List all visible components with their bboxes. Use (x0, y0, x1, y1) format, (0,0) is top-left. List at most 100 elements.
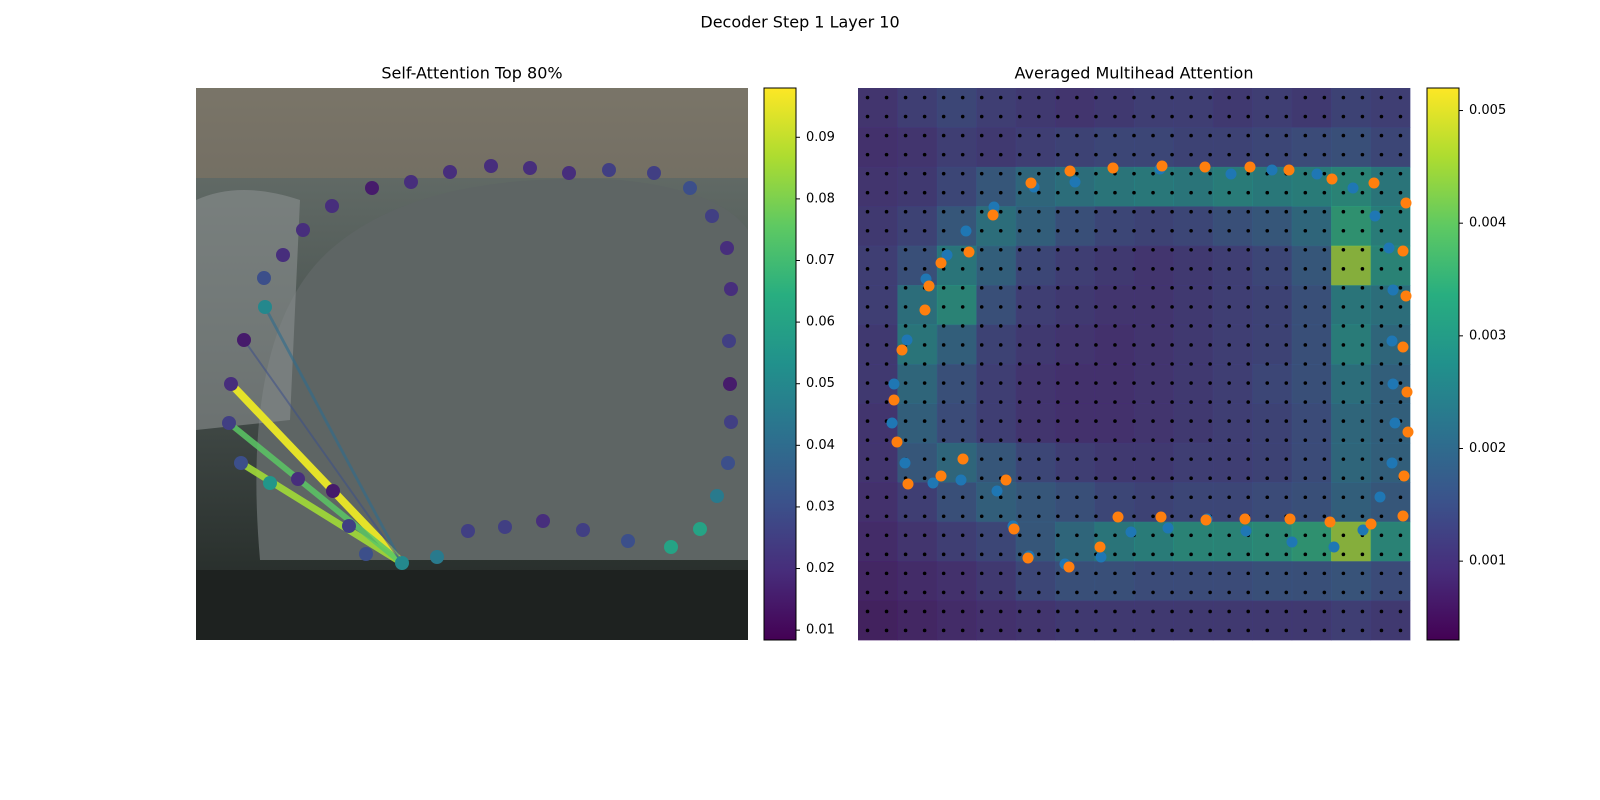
grid-dot (1208, 381, 1212, 385)
heatmap-cell (1252, 285, 1293, 326)
grid-dot (903, 133, 908, 138)
grid-dot (922, 571, 927, 576)
grid-dot (1246, 552, 1251, 557)
grid-dot (979, 305, 984, 309)
grid-dot (1094, 305, 1098, 309)
point (461, 524, 475, 538)
heatmap-cell (1212, 127, 1253, 168)
point (1389, 417, 1401, 429)
grid-dot (1303, 190, 1308, 195)
point (901, 334, 913, 346)
grid-dot (1284, 419, 1289, 423)
grid-dot (1151, 609, 1155, 614)
point (935, 257, 947, 269)
grid-dot (1341, 590, 1346, 595)
grid-dot (1094, 95, 1098, 100)
grid-dot (1094, 228, 1098, 233)
heatmap-cell (1370, 88, 1411, 128)
grid-dot (922, 457, 927, 461)
grid-dot (1075, 247, 1079, 252)
grid-dot (979, 267, 984, 271)
heatmap-cell (1291, 403, 1332, 444)
grid-dot (1017, 286, 1022, 290)
grid-dot (1170, 133, 1174, 138)
grid-dot (1189, 95, 1193, 100)
grid-dot (960, 286, 965, 290)
heatmap-cell (1094, 442, 1135, 483)
grid-dot (1113, 533, 1117, 538)
heatmap-cell (1055, 600, 1096, 641)
grid-dot (865, 381, 870, 385)
heatmap-cell (936, 127, 977, 168)
grid-dot (1284, 247, 1289, 252)
grid-dot (1151, 438, 1155, 442)
grid-dot (1265, 381, 1270, 385)
grid-dot (1037, 400, 1041, 404)
grid-dot (941, 552, 946, 557)
grid-dot (1398, 228, 1403, 233)
grid-dot (998, 552, 1003, 557)
grid-dot (1360, 590, 1365, 595)
grid-dot (1303, 590, 1308, 595)
heatmap-cell (1212, 285, 1253, 326)
point (1397, 510, 1409, 522)
grid-dot (979, 324, 984, 328)
grid-dot (903, 628, 908, 633)
grid-dot (941, 495, 946, 500)
grid-dot (941, 514, 946, 519)
grid-dot (998, 362, 1003, 366)
grid-dot (1379, 171, 1384, 176)
grid-dot (1037, 609, 1041, 614)
grid-dot (1322, 495, 1327, 500)
grid-dot (1379, 343, 1384, 347)
grid-dot (1398, 95, 1403, 100)
grid-dot (1151, 305, 1155, 309)
heatmap-cell (1291, 88, 1332, 128)
grid-dot (1151, 590, 1155, 595)
grid-dot (1094, 381, 1098, 385)
heatmap-cell (1094, 403, 1135, 444)
heatmap-cell (1291, 521, 1332, 562)
grid-dot (1208, 171, 1212, 176)
grid-dot (1132, 552, 1136, 557)
grid-dot (1398, 495, 1403, 500)
grid-dot (1132, 114, 1136, 119)
grid-dot (903, 495, 908, 500)
heatmap-cell (1055, 324, 1096, 365)
grid-dot (1189, 209, 1193, 214)
heatmap-cell (1252, 600, 1293, 641)
grid-dot (1094, 609, 1098, 614)
grid-dot (1056, 533, 1060, 538)
grid-dot (1170, 590, 1174, 595)
heatmap-cell (897, 561, 938, 602)
colorbar-tick-label: 0.01 (806, 623, 835, 638)
grid-dot (1227, 609, 1231, 614)
grid-dot (865, 267, 870, 271)
grid-dot (884, 590, 889, 595)
grid-dot (1379, 514, 1384, 519)
point (325, 199, 339, 213)
grid-dot (1094, 286, 1098, 290)
grid-dot (865, 171, 870, 176)
grid-dot (979, 400, 984, 404)
grid-dot (1094, 114, 1098, 119)
grid-dot (998, 286, 1003, 290)
grid-dot (941, 609, 946, 614)
colorbar-tick-label: 0.005 (1469, 103, 1506, 118)
grid-dot (1322, 381, 1327, 385)
grid-dot (922, 628, 927, 633)
grid-dot (1189, 190, 1193, 195)
point (484, 159, 498, 173)
heatmap-cell (1291, 127, 1332, 168)
grid-dot (1113, 190, 1117, 195)
heatmap-cell (897, 403, 938, 444)
grid-dot (1227, 590, 1231, 595)
grid-dot (1132, 571, 1136, 576)
heatmap-cell (936, 88, 977, 128)
grid-dot (1379, 114, 1384, 119)
attention-line (263, 306, 404, 564)
grid-dot (1379, 533, 1384, 538)
point (1369, 210, 1381, 222)
colorbar-tick-label: 0.06 (806, 315, 835, 330)
